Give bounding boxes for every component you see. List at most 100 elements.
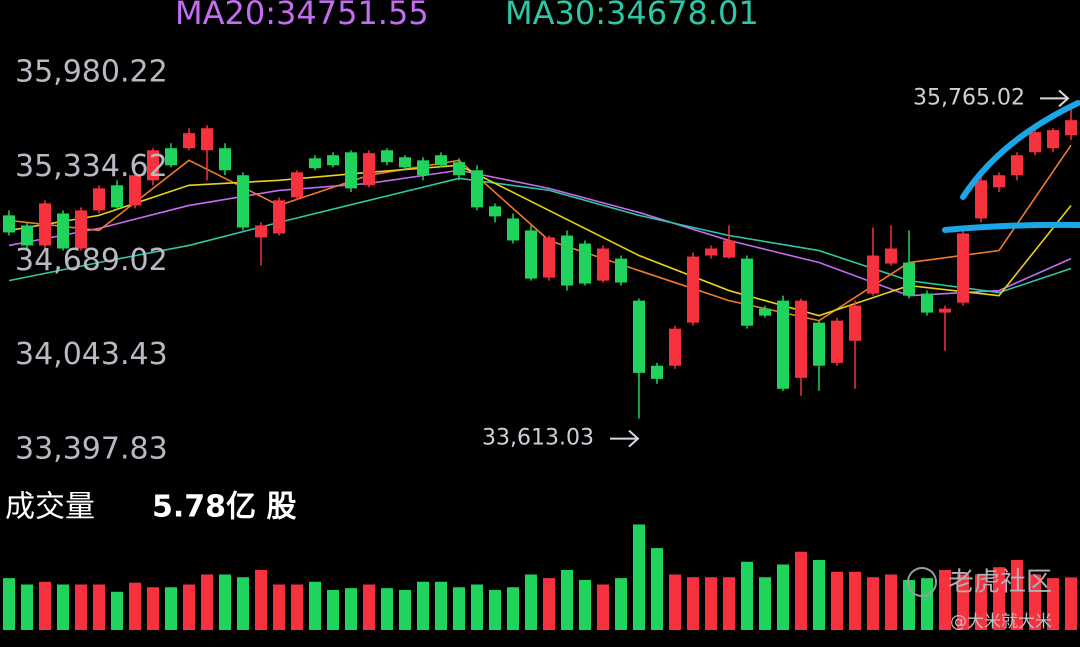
candle-body (57, 213, 69, 249)
volume-bar (453, 587, 465, 630)
volume-bar (309, 581, 321, 630)
hand-drawn-line (942, 221, 1080, 233)
volume-bar (957, 574, 969, 630)
volume-bar (633, 524, 645, 630)
candle-body (255, 225, 267, 238)
candle-body (291, 172, 303, 198)
volume-bar (201, 574, 213, 630)
volume-bar (435, 581, 447, 630)
volume-bar (975, 574, 987, 630)
hand-drawn-curve (960, 100, 1080, 200)
candle-body (903, 262, 915, 296)
ma-label: MA30:34678.01 (505, 0, 759, 32)
watermark-author: @大米就大米 (950, 612, 1052, 632)
candle-body (1065, 120, 1077, 136)
candle-body (723, 240, 735, 258)
candle-body (615, 258, 627, 283)
candle-body (129, 175, 141, 206)
candle-body (39, 203, 51, 246)
y-tick-label: 35,334.62 (15, 149, 168, 184)
candle-body (1047, 130, 1059, 149)
y-tick-label: 34,043.43 (15, 337, 168, 372)
candle-body (975, 180, 987, 219)
volume-bar (489, 589, 501, 630)
high-label: 35,765.02 (913, 85, 1025, 110)
volume-bar (273, 584, 285, 630)
candle-body (363, 153, 375, 186)
candle-body (849, 305, 861, 341)
candle-body (111, 185, 123, 208)
candle-body (705, 248, 717, 256)
candle-body (237, 175, 249, 228)
volume-bar (111, 591, 123, 630)
arrow (610, 429, 640, 448)
volume-bar (93, 584, 105, 630)
candle-body (93, 188, 105, 211)
candle-body (525, 230, 537, 279)
low-label: 33,613.03 (482, 426, 594, 451)
volume-bar (579, 579, 591, 630)
candle-body (345, 152, 357, 189)
candle-body (183, 133, 195, 149)
candle-body (669, 328, 681, 366)
candle-body (633, 300, 645, 373)
volume-layer (3, 524, 1077, 630)
volume-bar (381, 588, 393, 630)
candle-body (381, 150, 393, 163)
candle-body (687, 256, 699, 323)
candle-body (3, 215, 15, 233)
volume-bar (669, 574, 681, 630)
volume-bar (219, 574, 231, 630)
candle-body (597, 248, 609, 281)
candle-body (651, 365, 663, 379)
volume-bar (687, 577, 699, 630)
candle-body (507, 218, 519, 241)
candle-body (759, 308, 771, 316)
volume-bar (1011, 559, 1023, 630)
candle-body (147, 150, 159, 181)
y-tick-label: 34,689.02 (15, 243, 168, 278)
volume-bar (471, 584, 483, 630)
volume-bar (831, 571, 843, 630)
volume-bar (507, 587, 519, 630)
volume-bar (723, 577, 735, 630)
volume-bar (885, 574, 897, 630)
candle-body (489, 206, 501, 217)
candle-body (453, 162, 465, 176)
candle-body (957, 233, 969, 303)
volume-bar (759, 577, 771, 630)
candle-layer (3, 104, 1077, 419)
candle-body (561, 235, 573, 286)
volume-bar (849, 571, 861, 630)
candle-body (219, 148, 231, 171)
volume-bar (291, 584, 303, 630)
volume-bar (255, 569, 267, 630)
watermark-brand: 老虎社区 (948, 568, 1052, 598)
volume-bar (1029, 574, 1041, 630)
volume-bar (993, 567, 1005, 630)
ma-label: MA20:34751.55 (175, 0, 429, 32)
volume-bar (327, 589, 339, 630)
candle-body (75, 210, 87, 249)
candle-body (165, 148, 177, 166)
volume-current: 5.78亿 股 (152, 490, 296, 525)
volume-bar (39, 581, 51, 630)
volume-bar (147, 587, 159, 630)
candle-body (543, 237, 555, 278)
candle-body (579, 243, 591, 284)
volume-bar (813, 559, 825, 630)
volume-bar (399, 589, 411, 630)
candle-body (993, 175, 1005, 188)
y-tick-label: 35,980.22 (15, 55, 168, 90)
volume-bar (237, 577, 249, 630)
candle-body (201, 128, 213, 151)
volume-bar (597, 584, 609, 630)
volume-bar (921, 578, 933, 630)
volume-bar (345, 588, 357, 630)
volume-bar (705, 577, 717, 630)
volume-bar (525, 574, 537, 630)
candle-body (471, 170, 483, 208)
volume-bar (741, 561, 753, 630)
candle-body (885, 248, 897, 264)
